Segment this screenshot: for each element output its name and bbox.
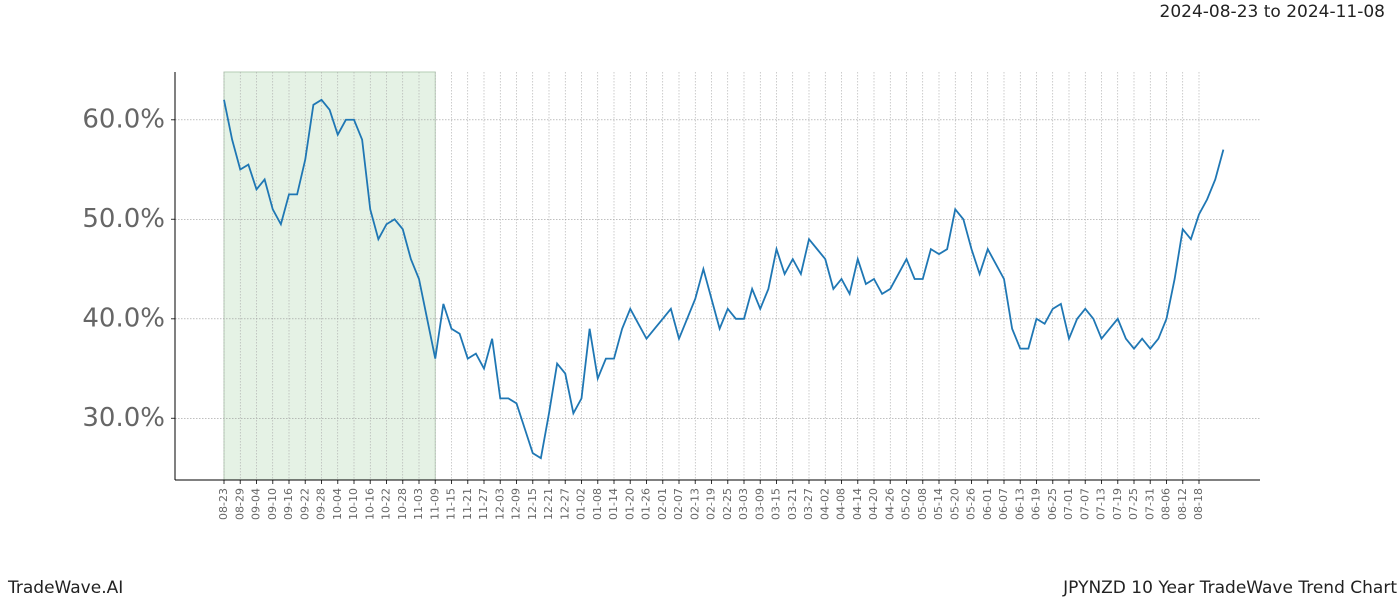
x-tick-label: 06-07 <box>997 488 1010 520</box>
x-tick-label: 01-08 <box>591 488 604 520</box>
x-tick-label: 11-15 <box>445 488 458 520</box>
x-tick-label: 12-15 <box>526 488 539 520</box>
x-tick-label: 05-02 <box>900 488 913 520</box>
x-tick-label: 11-09 <box>428 488 441 520</box>
y-tick-label: 60.0% <box>82 104 165 134</box>
x-tick-label: 09-04 <box>250 488 263 520</box>
x-tick-label: 12-21 <box>542 488 555 520</box>
x-tick-label: 04-14 <box>851 488 864 520</box>
y-tick-label: 30.0% <box>82 403 165 433</box>
x-tick-label: 11-27 <box>477 488 490 520</box>
trend-line <box>223 98 1225 460</box>
x-tick-label: 01-02 <box>575 488 588 520</box>
x-tick-label: 07-19 <box>1111 488 1124 520</box>
x-tick-label: 04-08 <box>835 488 848 520</box>
x-tick-label: 11-03 <box>412 488 425 520</box>
x-tick-label: 08-23 <box>217 488 230 520</box>
x-tick-label: 06-19 <box>1030 488 1043 520</box>
x-tick-label: 02-07 <box>672 488 685 520</box>
x-tick-label: 11-21 <box>461 488 474 520</box>
x-tick-label: 03-03 <box>737 488 750 520</box>
x-tick-label: 07-07 <box>1078 488 1091 520</box>
x-tick-label: 04-26 <box>883 488 896 520</box>
date-range: 2024-08-23 to 2024-11-08 <box>1160 2 1385 22</box>
x-tick-label: 04-02 <box>818 488 831 520</box>
x-tick-label: 09-28 <box>315 488 328 520</box>
x-tick-label: 03-09 <box>753 488 766 520</box>
x-tick-label: 07-31 <box>1143 488 1156 520</box>
x-tick-label: 08-18 <box>1192 488 1205 520</box>
x-tick-label: 01-20 <box>623 488 636 520</box>
x-tick-label: 08-29 <box>233 488 246 520</box>
x-tick-label: 06-01 <box>981 488 994 520</box>
x-tick-label: 05-20 <box>948 488 961 520</box>
x-tick-label: 03-21 <box>786 488 799 520</box>
x-tick-label: 03-27 <box>802 488 815 520</box>
brand: TradeWave.AI <box>7 578 123 598</box>
x-tick-label: 02-13 <box>688 488 701 520</box>
x-tick-label: 01-26 <box>640 488 653 520</box>
x-tick-label: 06-13 <box>1013 488 1026 520</box>
x-tick-label: 04-20 <box>867 488 880 520</box>
x-tick-label: 09-22 <box>298 488 311 520</box>
x-tick-label: 09-10 <box>266 488 279 520</box>
x-tick-label: 10-10 <box>347 488 360 520</box>
x-tick-label: 08-12 <box>1176 488 1189 520</box>
x-tick-label: 05-26 <box>965 488 978 520</box>
x-tick-label: 02-01 <box>656 488 669 520</box>
chart-title: JPYNZD 10 Year TradeWave Trend Chart <box>1062 578 1397 598</box>
x-tick-label: 12-03 <box>493 488 506 520</box>
x-tick-label: 10-16 <box>363 488 376 520</box>
y-tick-label: 40.0% <box>82 303 165 333</box>
x-tick-label: 03-15 <box>770 488 783 520</box>
x-tick-label: 12-27 <box>558 488 571 520</box>
x-tick-label: 10-28 <box>396 488 409 520</box>
x-tick-label: 07-25 <box>1127 488 1140 520</box>
x-tick-label: 10-22 <box>380 488 393 520</box>
y-tick-label: 50.0% <box>82 204 165 234</box>
x-tick-label: 12-09 <box>510 488 523 520</box>
highlight-region <box>223 71 436 481</box>
x-tick-label: 07-13 <box>1095 488 1108 520</box>
x-tick-label: 09-16 <box>282 488 295 520</box>
x-tick-label: 05-08 <box>916 488 929 520</box>
x-tick-label: 01-14 <box>607 488 620 520</box>
x-tick-label: 06-25 <box>1046 488 1059 520</box>
x-tick-label: 08-06 <box>1160 488 1173 520</box>
x-tick-label: 02-25 <box>721 488 734 520</box>
x-tick-label: 05-14 <box>932 488 945 520</box>
x-tick-label: 02-19 <box>705 488 718 520</box>
x-tick-label: 07-01 <box>1062 488 1075 520</box>
x-tick-label: 10-04 <box>331 488 344 520</box>
